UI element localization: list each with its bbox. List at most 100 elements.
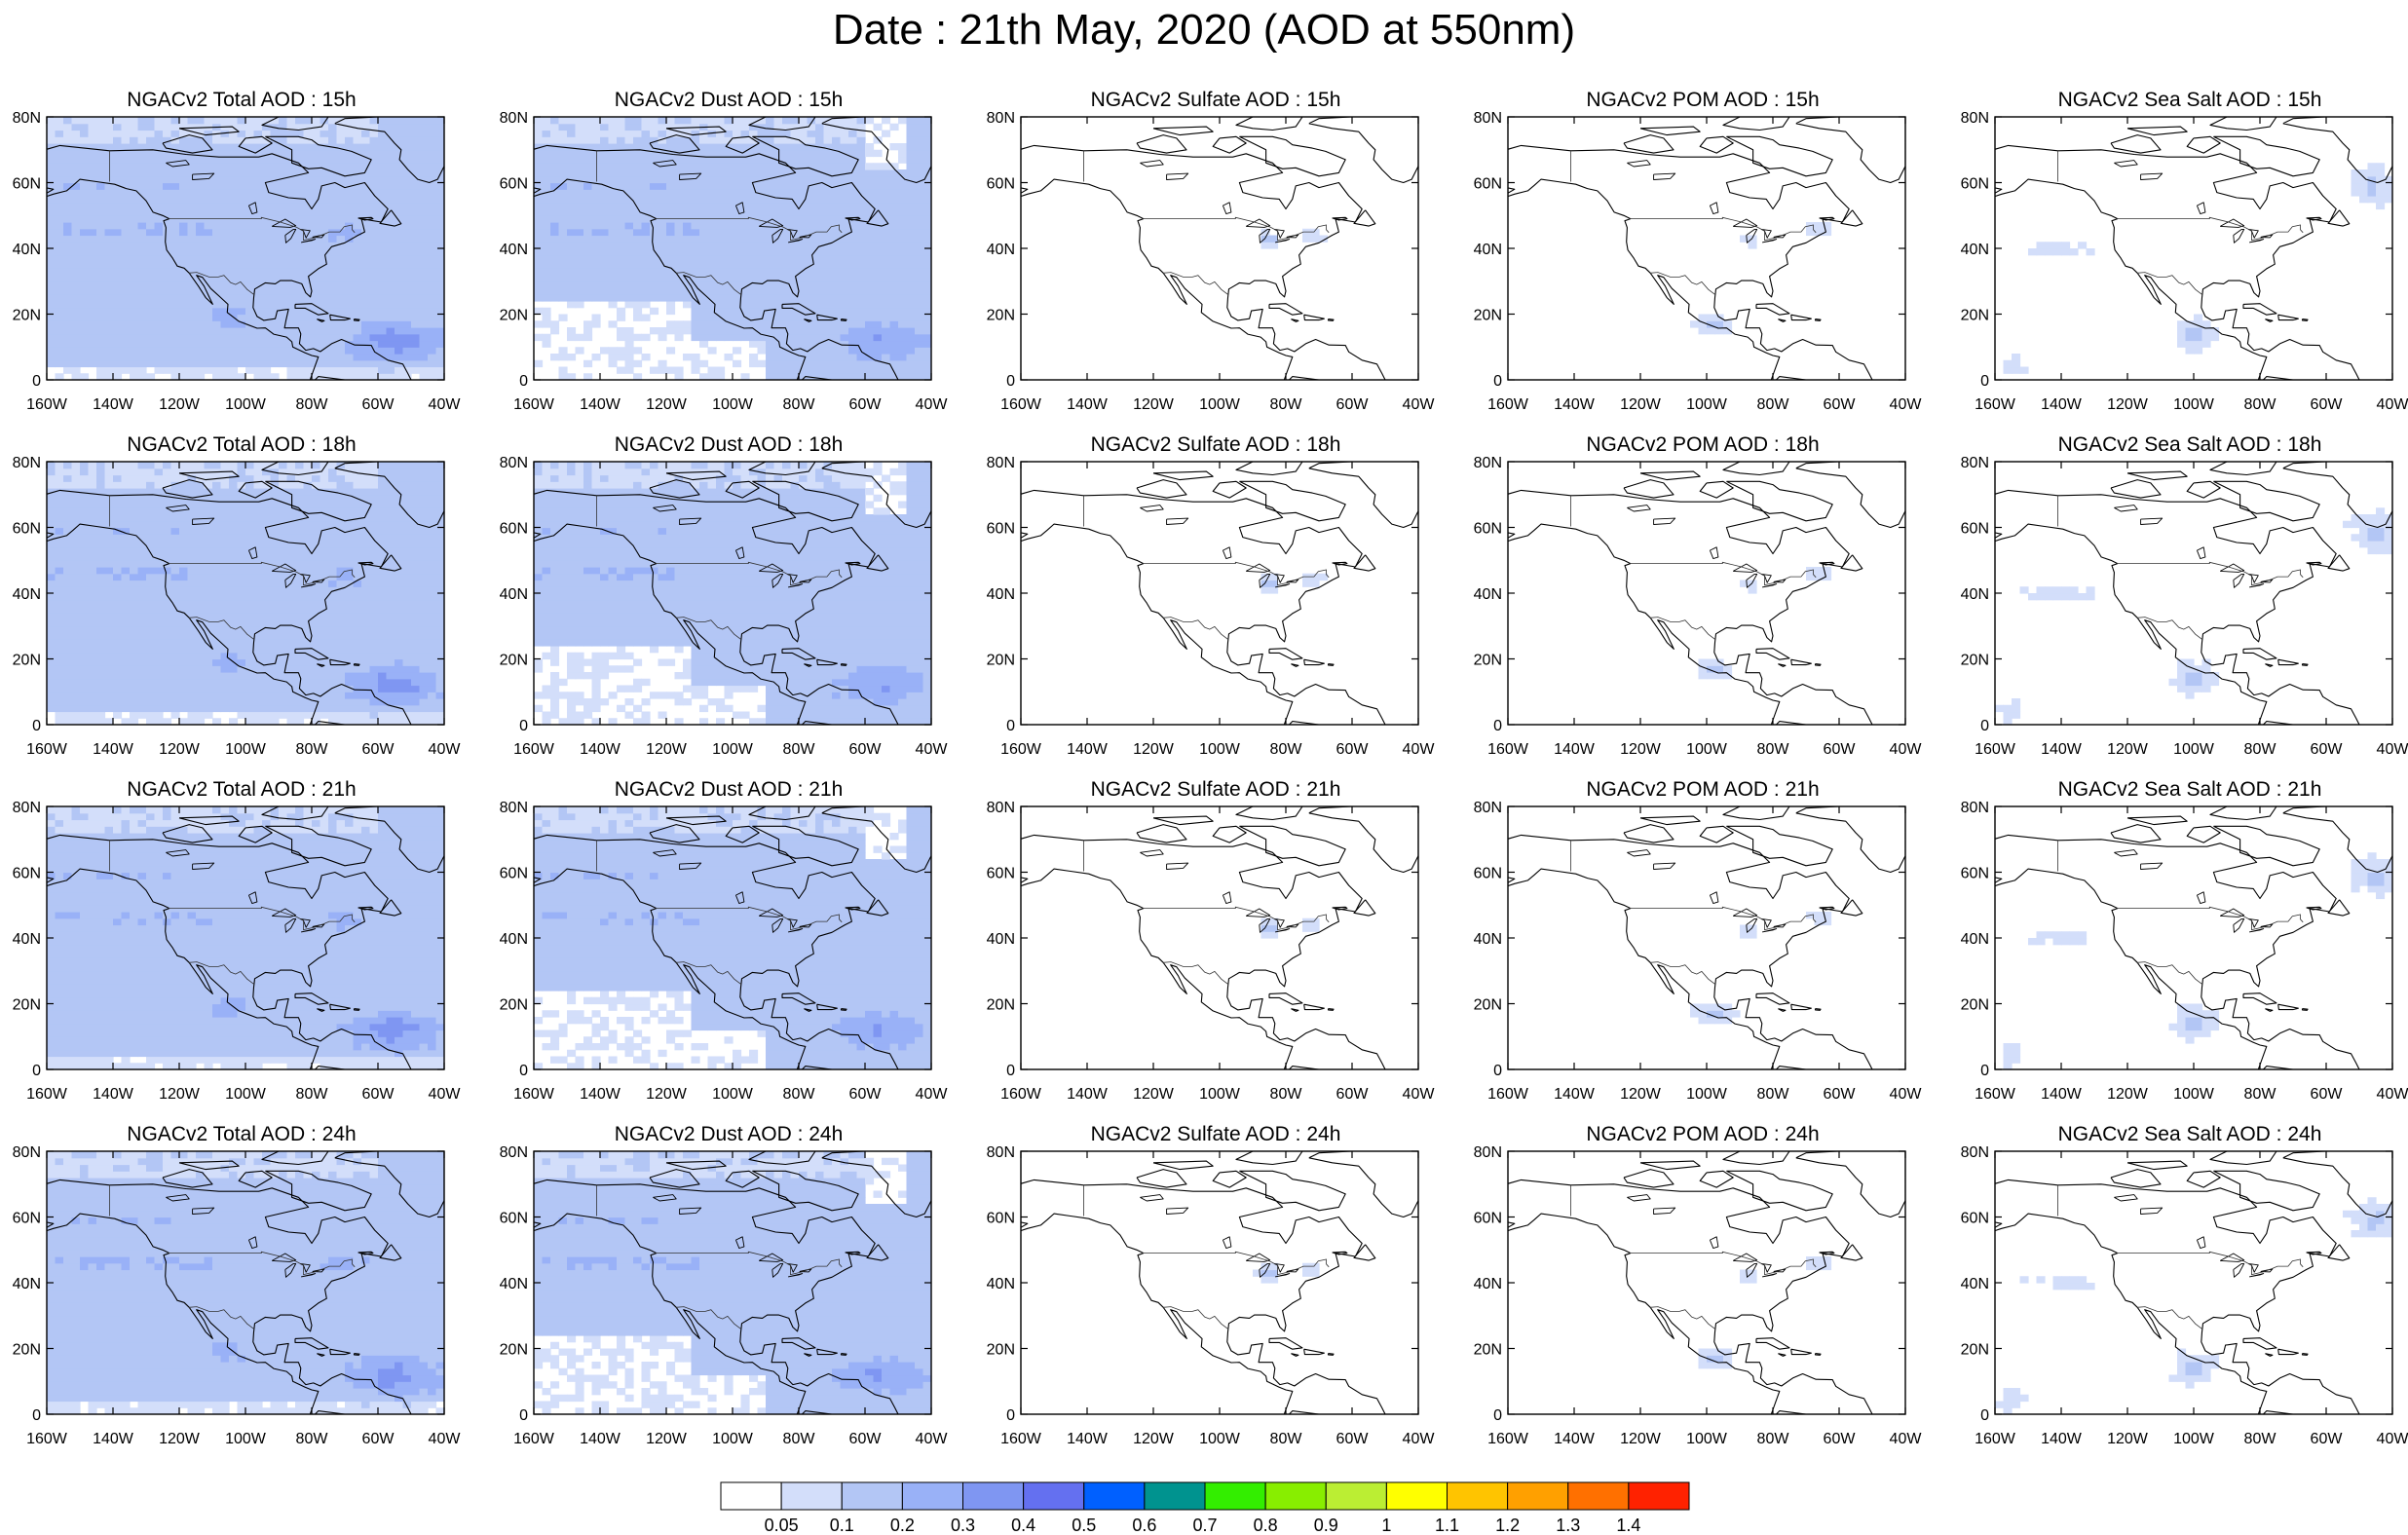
aod-shading — [1261, 229, 1329, 249]
colorbar-label: 1.4 — [1616, 1516, 1640, 1535]
y-tick-label: 20N — [13, 653, 41, 669]
x-tick-label: 40W — [1403, 1431, 1436, 1447]
x-tick-label: 40W — [2377, 1431, 2408, 1447]
y-tick-label: 60N — [13, 1211, 41, 1227]
x-tick-label: 140W — [1554, 1086, 1596, 1103]
y-tick-label: 80N — [1961, 800, 1989, 816]
y-tick-label: 60N — [1961, 176, 1989, 193]
political-borders — [1084, 496, 1330, 640]
y-tick-label: 40N — [1961, 931, 1989, 948]
y-tick-label: 80N — [13, 1144, 41, 1161]
x-tick-label: 140W — [1067, 396, 1109, 413]
y-tick-label: 60N — [987, 866, 1015, 882]
x-tick-label: 120W — [646, 1431, 688, 1447]
colorbar-swatch — [1568, 1482, 1629, 1510]
y-tick-label: 80N — [500, 1144, 528, 1161]
y-tick-label: 60N — [1474, 521, 1502, 538]
colorbar-swatch — [1508, 1482, 1568, 1510]
x-tick-label: 140W — [580, 1431, 621, 1447]
x-tick-label: 120W — [159, 396, 201, 413]
x-tick-label: 100W — [2173, 741, 2215, 758]
coastlines — [1482, 1151, 1905, 1417]
y-tick-label: 60N — [500, 176, 528, 193]
y-tick-label: 20N — [13, 1342, 41, 1359]
coastlines — [995, 1151, 1418, 1417]
x-tick-label: 160W — [513, 1431, 555, 1447]
plot-frame — [1021, 117, 1418, 380]
x-tick-label: 60W — [2311, 396, 2344, 413]
x-tick-label: 40W — [1890, 1086, 1923, 1103]
y-tick-label: 60N — [987, 1211, 1015, 1227]
y-tick-label: 60N — [13, 176, 41, 193]
x-tick-label: 120W — [1133, 1431, 1175, 1447]
y-tick-label: 0 — [1980, 1063, 1989, 1079]
y-tick-label: 80N — [1961, 1144, 1989, 1161]
x-tick-label: 160W — [26, 396, 68, 413]
x-tick-label: 100W — [2173, 1431, 2215, 1447]
colorbar-label: 0.9 — [1314, 1516, 1338, 1535]
x-tick-label: 120W — [159, 1431, 201, 1447]
political-borders — [1571, 496, 1817, 640]
x-tick-label: 140W — [1554, 396, 1596, 413]
x-tick-label: 40W — [429, 1086, 462, 1103]
x-tick-label: 120W — [646, 396, 688, 413]
x-tick-label: 60W — [1336, 396, 1370, 413]
y-tick-label: 0 — [1493, 718, 1502, 734]
x-tick-label: 140W — [1554, 741, 1596, 758]
x-tick-label: 80W — [1270, 1086, 1303, 1103]
political-borders — [1571, 841, 1817, 985]
y-tick-label: 40N — [500, 586, 528, 603]
y-tick-label: 60N — [1474, 176, 1502, 193]
x-tick-label: 60W — [1336, 1431, 1370, 1447]
y-tick-label: 60N — [987, 521, 1015, 538]
y-tick-label: 20N — [1961, 997, 1989, 1014]
colorbar-label: 1.2 — [1495, 1516, 1520, 1535]
y-tick-label: 60N — [1961, 521, 1989, 538]
x-tick-label: 80W — [296, 741, 329, 758]
x-tick-label: 60W — [1824, 396, 1857, 413]
y-tick-label: 40N — [987, 586, 1015, 603]
political-borders — [1084, 151, 1330, 295]
colorbar-label: 1.3 — [1556, 1516, 1580, 1535]
coastlines — [995, 117, 1418, 383]
x-tick-label: 80W — [1757, 396, 1790, 413]
aod-shading — [1690, 912, 1831, 1024]
x-tick-label: 80W — [783, 1431, 816, 1447]
y-tick-label: 0 — [32, 373, 41, 390]
y-tick-label: 40N — [13, 931, 41, 948]
y-tick-label: 20N — [500, 653, 528, 669]
x-tick-label: 60W — [2311, 1086, 2344, 1103]
x-tick-label: 120W — [1620, 1431, 1662, 1447]
y-tick-label: 80N — [987, 110, 1015, 127]
y-tick-label: 0 — [1493, 1063, 1502, 1079]
x-tick-label: 80W — [296, 1431, 329, 1447]
x-tick-label: 120W — [646, 1086, 688, 1103]
x-tick-label: 100W — [1686, 1086, 1728, 1103]
colorbar-swatch — [1326, 1482, 1386, 1510]
y-tick-label: 20N — [1474, 997, 1502, 1014]
y-tick-label: 80N — [987, 1144, 1015, 1161]
colorbar-swatch — [1629, 1482, 1689, 1510]
x-tick-label: 40W — [916, 1431, 949, 1447]
x-tick-label: 40W — [1403, 1086, 1436, 1103]
x-tick-label: 60W — [849, 396, 883, 413]
y-tick-label: 60N — [1474, 1211, 1502, 1227]
y-tick-label: 60N — [500, 866, 528, 882]
plot-frame — [1508, 806, 1905, 1069]
y-tick-label: 80N — [987, 800, 1015, 816]
